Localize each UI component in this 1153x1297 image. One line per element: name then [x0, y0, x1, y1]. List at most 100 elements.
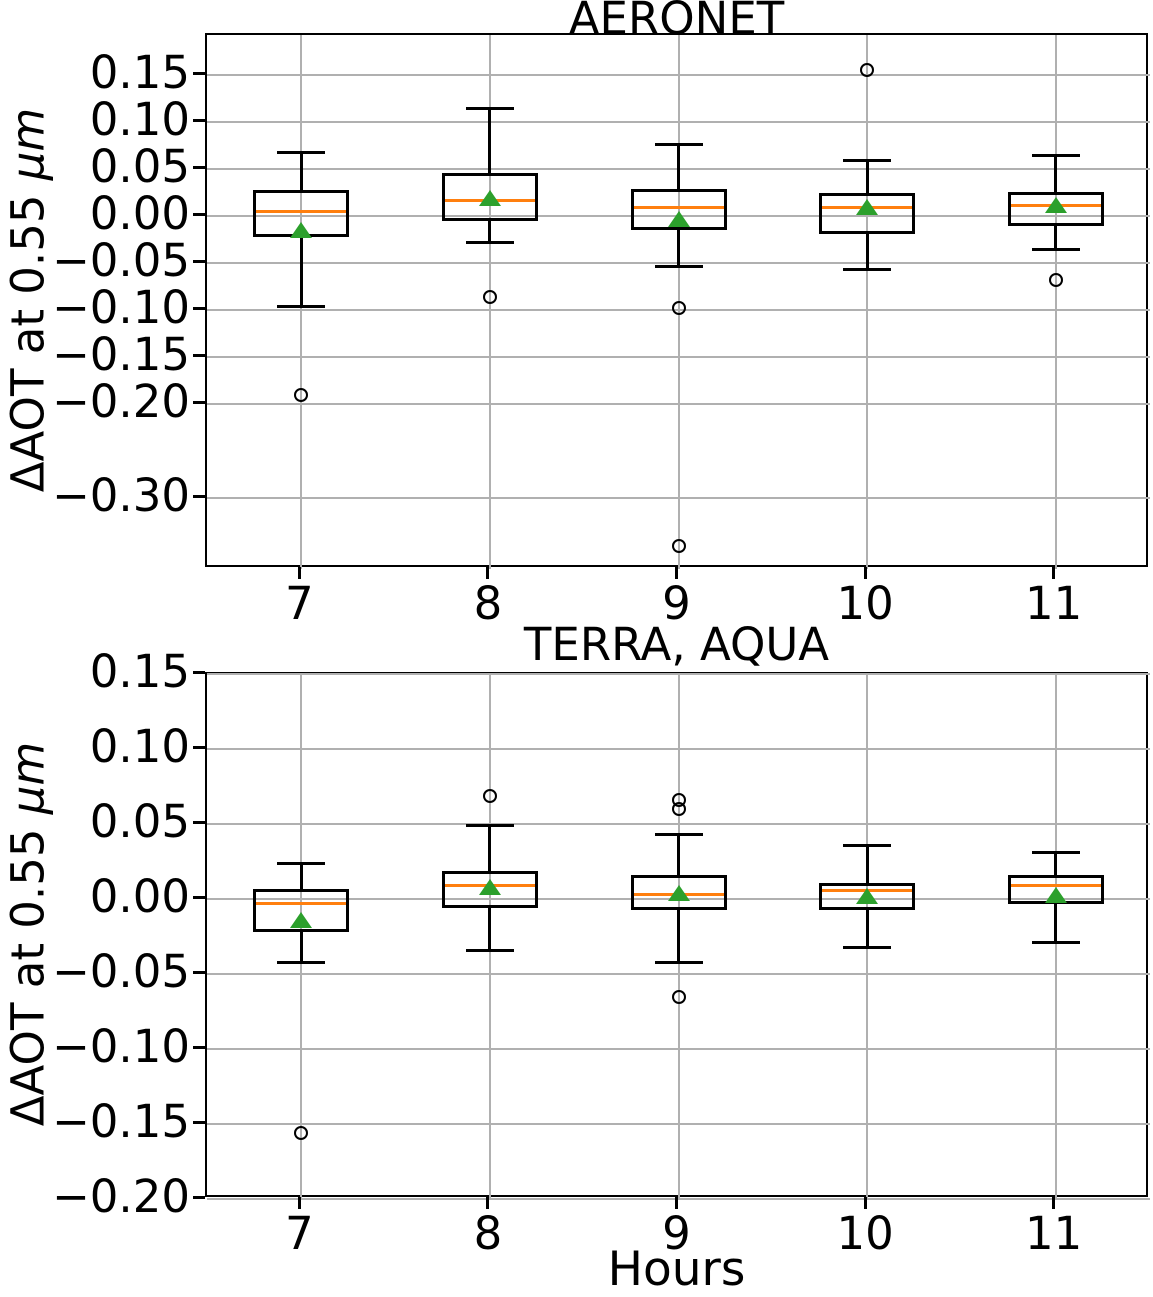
median-line [633, 206, 724, 210]
x-tick-mark [486, 567, 490, 579]
outlier-point [671, 802, 686, 816]
whisker-lower-cap [843, 945, 892, 949]
y-tick-label: −0.05 [52, 945, 190, 998]
iqr-box [819, 882, 916, 910]
whisker-lower-line [488, 221, 492, 243]
median-line [1010, 884, 1101, 887]
y-tick-label: −0.30 [52, 469, 190, 523]
whisker-upper-line [677, 834, 680, 875]
whisker-upper-cap [465, 106, 514, 110]
y-tick-mark [193, 165, 205, 169]
whisker-lower-cap [465, 241, 514, 245]
mean-marker [290, 221, 313, 238]
y-tick-mark [193, 1195, 205, 1199]
x-tick-label: 8 [473, 1207, 503, 1260]
y-tick-label: −0.20 [52, 1170, 190, 1223]
y-tick-mark [193, 71, 205, 75]
whisker-upper-line [488, 825, 492, 871]
whisker-upper-line [299, 152, 303, 191]
whisker-lower-cap [277, 305, 326, 309]
iqr-box [441, 173, 538, 222]
whisker-lower-line [299, 237, 303, 307]
mean-marker [1044, 197, 1067, 214]
whisker-upper-cap [465, 824, 514, 827]
x-tick-label: 10 [836, 577, 894, 630]
outlier-point [1048, 273, 1063, 288]
whisker-lower-cap [654, 264, 703, 268]
iqr-box [1007, 192, 1104, 226]
y-tick-mark [193, 494, 205, 498]
x-tick-mark [486, 1197, 490, 1209]
whisker-upper-cap [277, 861, 326, 865]
y-tick-mark [193, 670, 205, 674]
plot-area-aeronet [205, 33, 1150, 569]
whisker-upper-cap [654, 143, 703, 147]
iqr-box [630, 189, 727, 230]
mean-marker [290, 912, 313, 928]
whisker-lower-cap [465, 948, 514, 952]
whisker-upper-cap [843, 843, 892, 847]
grid-line-y [207, 1198, 1150, 1200]
chart-title-terra-aqua: TERRA, AQUA [523, 618, 830, 671]
x-tick-mark [297, 1197, 301, 1209]
outlier-point [671, 300, 686, 315]
whisker-upper-cap [1031, 851, 1080, 854]
y-tick-label: 0.15 [89, 645, 190, 698]
whisker-lower-cap [277, 960, 326, 964]
y-tick-label: −0.15 [52, 328, 190, 382]
y-tick-mark [193, 353, 205, 357]
x-tick-mark [1052, 567, 1056, 579]
y-tick-label: −0.10 [52, 1020, 190, 1073]
y-tick-label: 0.10 [89, 720, 190, 773]
outlier-point [482, 290, 497, 305]
mean-marker [478, 879, 501, 895]
outlier-point [860, 62, 875, 77]
iqr-box [819, 192, 916, 235]
mean-marker [667, 211, 690, 228]
grid-line-x [866, 35, 869, 569]
outlier-point [482, 788, 497, 803]
y-tick-label: −0.15 [52, 1095, 190, 1148]
outlier-point [294, 388, 309, 403]
whisker-upper-line [299, 863, 303, 889]
y-tick-label: 0.15 [89, 46, 190, 100]
whisker-lower-line [488, 908, 492, 950]
mean-marker [856, 199, 879, 216]
whisker-upper-line [488, 108, 492, 174]
y-tick-mark [193, 306, 205, 310]
y-tick-mark [193, 895, 205, 899]
mean-marker [667, 885, 690, 901]
y-tick-label: 0.00 [89, 187, 190, 241]
y-tick-mark [193, 118, 205, 122]
mean-marker [1044, 886, 1067, 903]
y-tick-mark [193, 970, 205, 974]
y-tick-label: −0.20 [52, 375, 190, 429]
whisker-lower-line [299, 932, 303, 962]
plot-area-terra-aqua [205, 672, 1150, 1200]
whisker-lower-cap [1031, 941, 1080, 944]
x-tick-label: 9 [662, 1207, 691, 1260]
outlier-point [671, 989, 686, 1004]
whisker-lower-line [1054, 225, 1058, 250]
whisker-lower-line [865, 234, 869, 270]
y-tick-mark [193, 259, 205, 263]
y-tick-mark [193, 820, 205, 824]
y-tick-label: −0.10 [52, 281, 190, 335]
whisker-lower-line [677, 229, 680, 267]
y-tick-mark [193, 400, 205, 404]
y-tick-label: 0.05 [89, 795, 190, 848]
whisker-lower-cap [1031, 247, 1080, 251]
x-tick-label: 7 [284, 1207, 314, 1260]
x-tick-label: 7 [284, 577, 314, 630]
x-tick-mark [863, 1197, 867, 1209]
grid-line-x [1054, 35, 1057, 569]
x-tick-label: 9 [662, 577, 691, 630]
x-tick-mark [675, 1197, 678, 1209]
outlier-point [294, 1126, 309, 1140]
iqr-box [441, 870, 538, 908]
whisker-upper-cap [1031, 153, 1080, 157]
y-tick-mark [193, 745, 205, 749]
median-line [256, 210, 347, 214]
whisker-upper-line [1054, 155, 1058, 192]
